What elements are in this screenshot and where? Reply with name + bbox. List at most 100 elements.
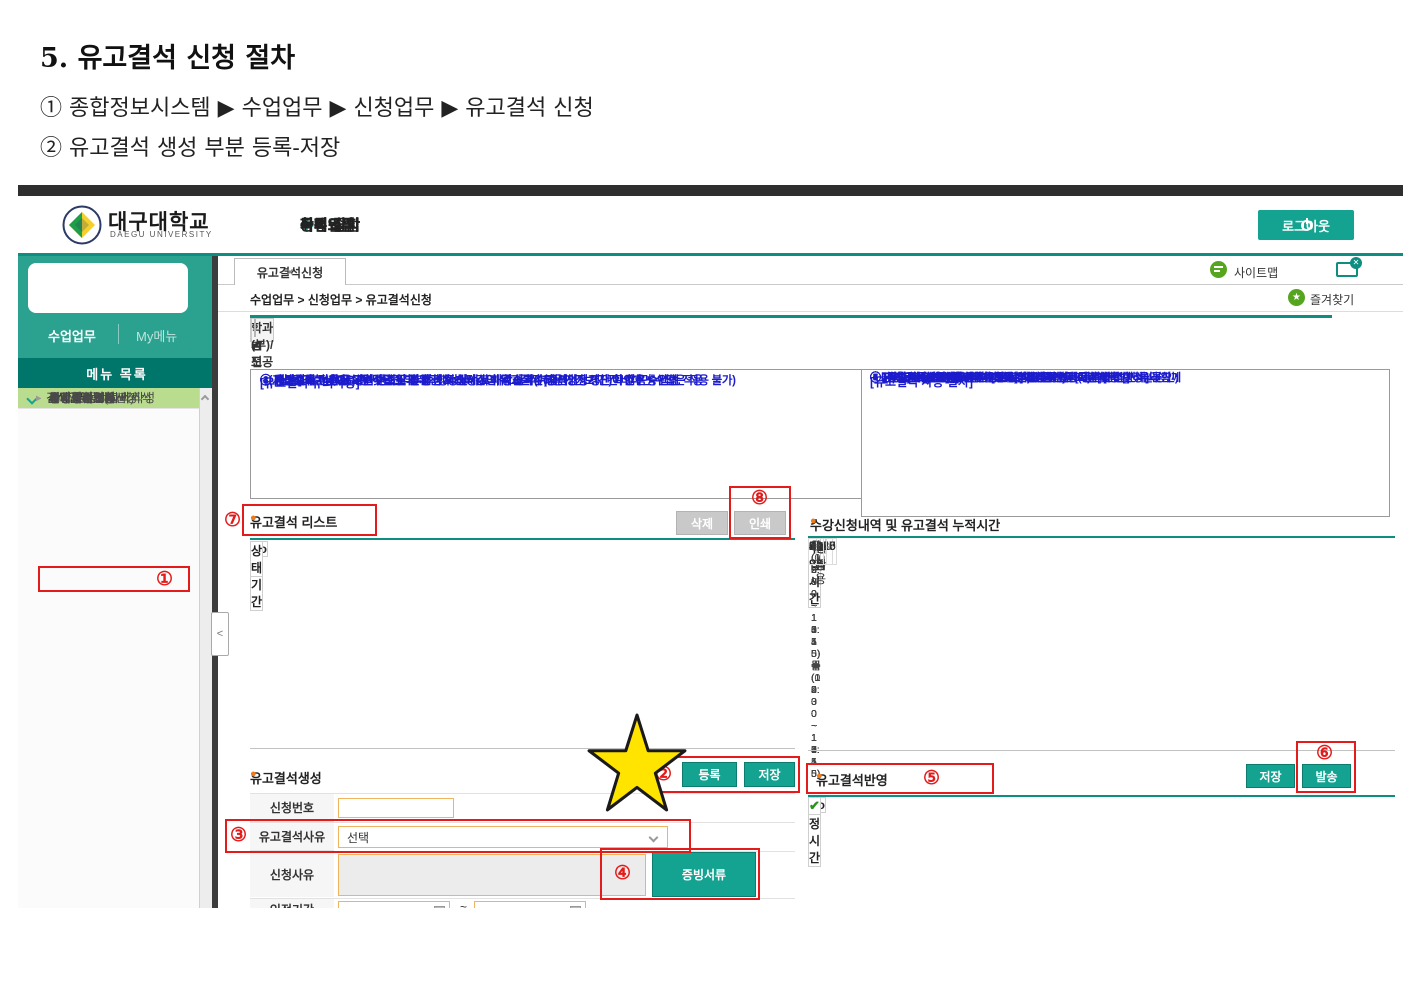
- portal-header: 대구대학교 DAEGU UNIVERSITY 수업업무 학적·졸업 등록·장학 학생업…: [18, 196, 1403, 253]
- window-top-bar: [18, 185, 1403, 196]
- create-section-top-divider: [250, 748, 795, 749]
- sidebar-scrollbar[interactable]: [199, 388, 212, 908]
- nav-item[interactable]: 국제교류: [300, 217, 356, 234]
- apply-save-button[interactable]: 저장: [1246, 764, 1295, 788]
- sidebar-tab-divider: [118, 324, 119, 344]
- breadcrumb: 수업업무 > 신청업무 > 유고결석신청: [250, 293, 432, 307]
- row-divider: [250, 793, 795, 794]
- tab-label: 유고결석신청: [256, 265, 324, 280]
- bullet-icon: ●: [816, 770, 823, 782]
- highlight-star: [587, 713, 687, 812]
- annotation-4: ④: [614, 863, 632, 884]
- enroll-section-divider: [808, 536, 1395, 538]
- university-logo-icon: [62, 205, 102, 245]
- portal-screenshot: 대구대학교 DAEGU UNIVERSITY 수업업무 학적·졸업 등록·장학 학생업…: [18, 185, 1403, 908]
- calendar-icon[interactable]: [570, 906, 581, 908]
- close-window-icon[interactable]: [1336, 257, 1362, 277]
- detail-reason-textarea[interactable]: [338, 854, 646, 896]
- notice-line: ⑤ [유고결석반영] 메뉴에서 적용할 교과목 선택(√)후 [저장]: [870, 372, 1130, 384]
- notice-line: (가상강좌, MOOC강좌 등 원격수업과 학습기간이 유고결석 허용기간보다 …: [260, 375, 736, 387]
- period-end-input[interactable]: [474, 901, 586, 908]
- sidebar-tab-mymenu[interactable]: My메뉴: [136, 329, 178, 344]
- selected-reason: 선택: [347, 830, 370, 845]
- apply-section-title: ● 유고결석반영: [816, 770, 888, 788]
- bullet-icon: ●: [250, 512, 257, 524]
- sidebar-collapse-handle[interactable]: <: [211, 612, 229, 656]
- sidebar: 수업업무 My메뉴 메뉴 목록 수강신청 수강허가신청 계절희망신청 계절수강신…: [18, 256, 216, 908]
- doc-step-2: ② 유고결석 생성 부분 등록-저장: [40, 136, 341, 161]
- register-button[interactable]: 등록: [682, 762, 737, 787]
- calendar-icon[interactable]: [434, 906, 445, 908]
- sidebar-menu: 수강신청 수강허가신청 계절희망신청 계절수강신청 사회봉사신청 헌혈봉사신청 …: [18, 388, 199, 908]
- notice-line: ④ [증빙서류]선택 후 파일 업로드 - 저장 클릭: [870, 372, 1068, 384]
- notice-line: ③ [유고결석사유] 선택: [870, 372, 972, 384]
- notice-line: ③ 폐강으로 인한 유고결석은 단과대학행정실에서 폐강과목 수강신청자 명단 …: [260, 375, 681, 387]
- annotation-3: ③: [230, 825, 248, 846]
- save-button[interactable]: 저장: [744, 762, 795, 787]
- tab-close-icon[interactable]: ×: [286, 265, 294, 279]
- check-icon: ✔: [809, 798, 820, 813]
- cell-class-time: 월(10:30~11:45) 수(09:00~10:15): [808, 538, 824, 780]
- apply-no-input[interactable]: [338, 798, 454, 818]
- sidebar-menu-item[interactable]: 취업정보조회: [18, 388, 199, 409]
- header-divider: [18, 253, 1403, 256]
- sidebar-divider: [212, 256, 218, 908]
- detail-reason-label: 신청사유: [250, 852, 334, 897]
- annotation-6: ⑥: [1316, 743, 1334, 764]
- col-class-time: 수업시간: [808, 538, 822, 608]
- send-button[interactable]: 발송: [1302, 764, 1351, 788]
- sitemap-icon[interactable]: [1210, 261, 1227, 278]
- row-divider: [250, 822, 795, 823]
- enroll-section-title: ● 수강신청내역 및 유고결석 누적시간: [810, 515, 1001, 533]
- annotation-1: ①: [156, 569, 174, 590]
- notice-right-box: [861, 369, 1390, 517]
- bullet-icon: ●: [810, 515, 817, 527]
- notice-line: ② [유고결석생성]메뉴에서 [등록]버튼 클릭 후 [저장]: [870, 372, 1102, 384]
- apply-section-divider: [808, 795, 1395, 797]
- favorites-star-icon[interactable]: ★: [1288, 289, 1305, 306]
- apply-no-label: 신청번호: [250, 794, 334, 822]
- main-nav: 수업업무 학적·졸업 등록·장학 학생업무 취업·산학 국제교류 사이트맵: [300, 196, 1190, 253]
- notice-line: 담당교수님께 제출: [870, 372, 963, 384]
- dept-input[interactable]: [254, 319, 256, 337]
- select-all-checkbox[interactable]: ✔: [808, 797, 821, 815]
- dept-label: 학과(부)/전공: [250, 318, 275, 369]
- logout-button[interactable]: 로그아웃: [1258, 210, 1354, 240]
- period-start-input[interactable]: [338, 901, 450, 908]
- absence-reason-label: 유고결석사유: [250, 823, 334, 851]
- tilde: ~: [460, 900, 468, 908]
- delete-button[interactable]: 삭제: [676, 511, 728, 535]
- notice-line: ④ [발송]이후 날짜 수정 및 취소 불가: [260, 375, 430, 387]
- sitemap-link[interactable]: 사이트맵: [1234, 266, 1279, 280]
- row-divider: [250, 898, 795, 899]
- bullet-icon: ●: [250, 768, 257, 780]
- annotation-8: ⑧: [751, 488, 769, 509]
- favorites-link[interactable]: 즐겨찾기: [1310, 293, 1355, 307]
- tab-yugogyeolseok[interactable]: 유고결석신청 ×: [234, 258, 346, 285]
- absence-reason-select[interactable]: 선택: [338, 826, 668, 848]
- notice-line: ⑥ [발송]후 [승인]처리 대기(학과(부)장 승인) -> 단과대학 행정실…: [870, 372, 1179, 384]
- apply-section-top-divider: [808, 750, 1395, 751]
- notice-line: ⑧ 인쇄된 유고결석확인서를 신청일로부터 7일 이내에 증빙서류와 함께: [870, 372, 1181, 384]
- nav-item[interactable]: 사이트맵: [300, 217, 356, 234]
- student-info-form: 학년도 학번 성명 학년 학기 대학 학과(부)/전공: [250, 315, 1332, 369]
- list-section-divider: [250, 538, 795, 540]
- logo-subtitle: DAEGU UNIVERSITY: [110, 230, 213, 239]
- notice-line: ② 증빙서류가 위조 또는 변조된 것일 경우 해당 교과목 실격(F)처리: [260, 375, 569, 387]
- nav-item[interactable]: 취업·산학: [300, 217, 361, 234]
- evidence-button[interactable]: 증빙서류: [652, 852, 756, 897]
- notice-line: ⑦ [승인]완료 후 [유고결석 리스트]에서 해당 항목 선택후 [인쇄] 클…: [870, 372, 1172, 384]
- nav-item[interactable]: 학생업무: [300, 217, 356, 234]
- sidebar-profile-card: [28, 263, 188, 313]
- breadcrumb-divider: [218, 311, 1403, 312]
- nav-item[interactable]: 학적·졸업: [300, 217, 361, 234]
- nav-item[interactable]: 등록·장학: [300, 217, 361, 234]
- sidebar-tab-lecture[interactable]: 수업업무: [48, 329, 96, 344]
- notice-line: ① [종합정보시스템] - 수업업무 - 신청업무 - 유고결석신청: [870, 372, 1124, 384]
- print-button[interactable]: 인쇄: [734, 511, 786, 535]
- nav-item[interactable]: 수업업무: [300, 217, 356, 234]
- logo-title: 대구대학교: [108, 211, 210, 234]
- sidebar-menu-item-label: 취업정보조회: [49, 391, 116, 405]
- menu-header: 메뉴 목록: [18, 358, 216, 388]
